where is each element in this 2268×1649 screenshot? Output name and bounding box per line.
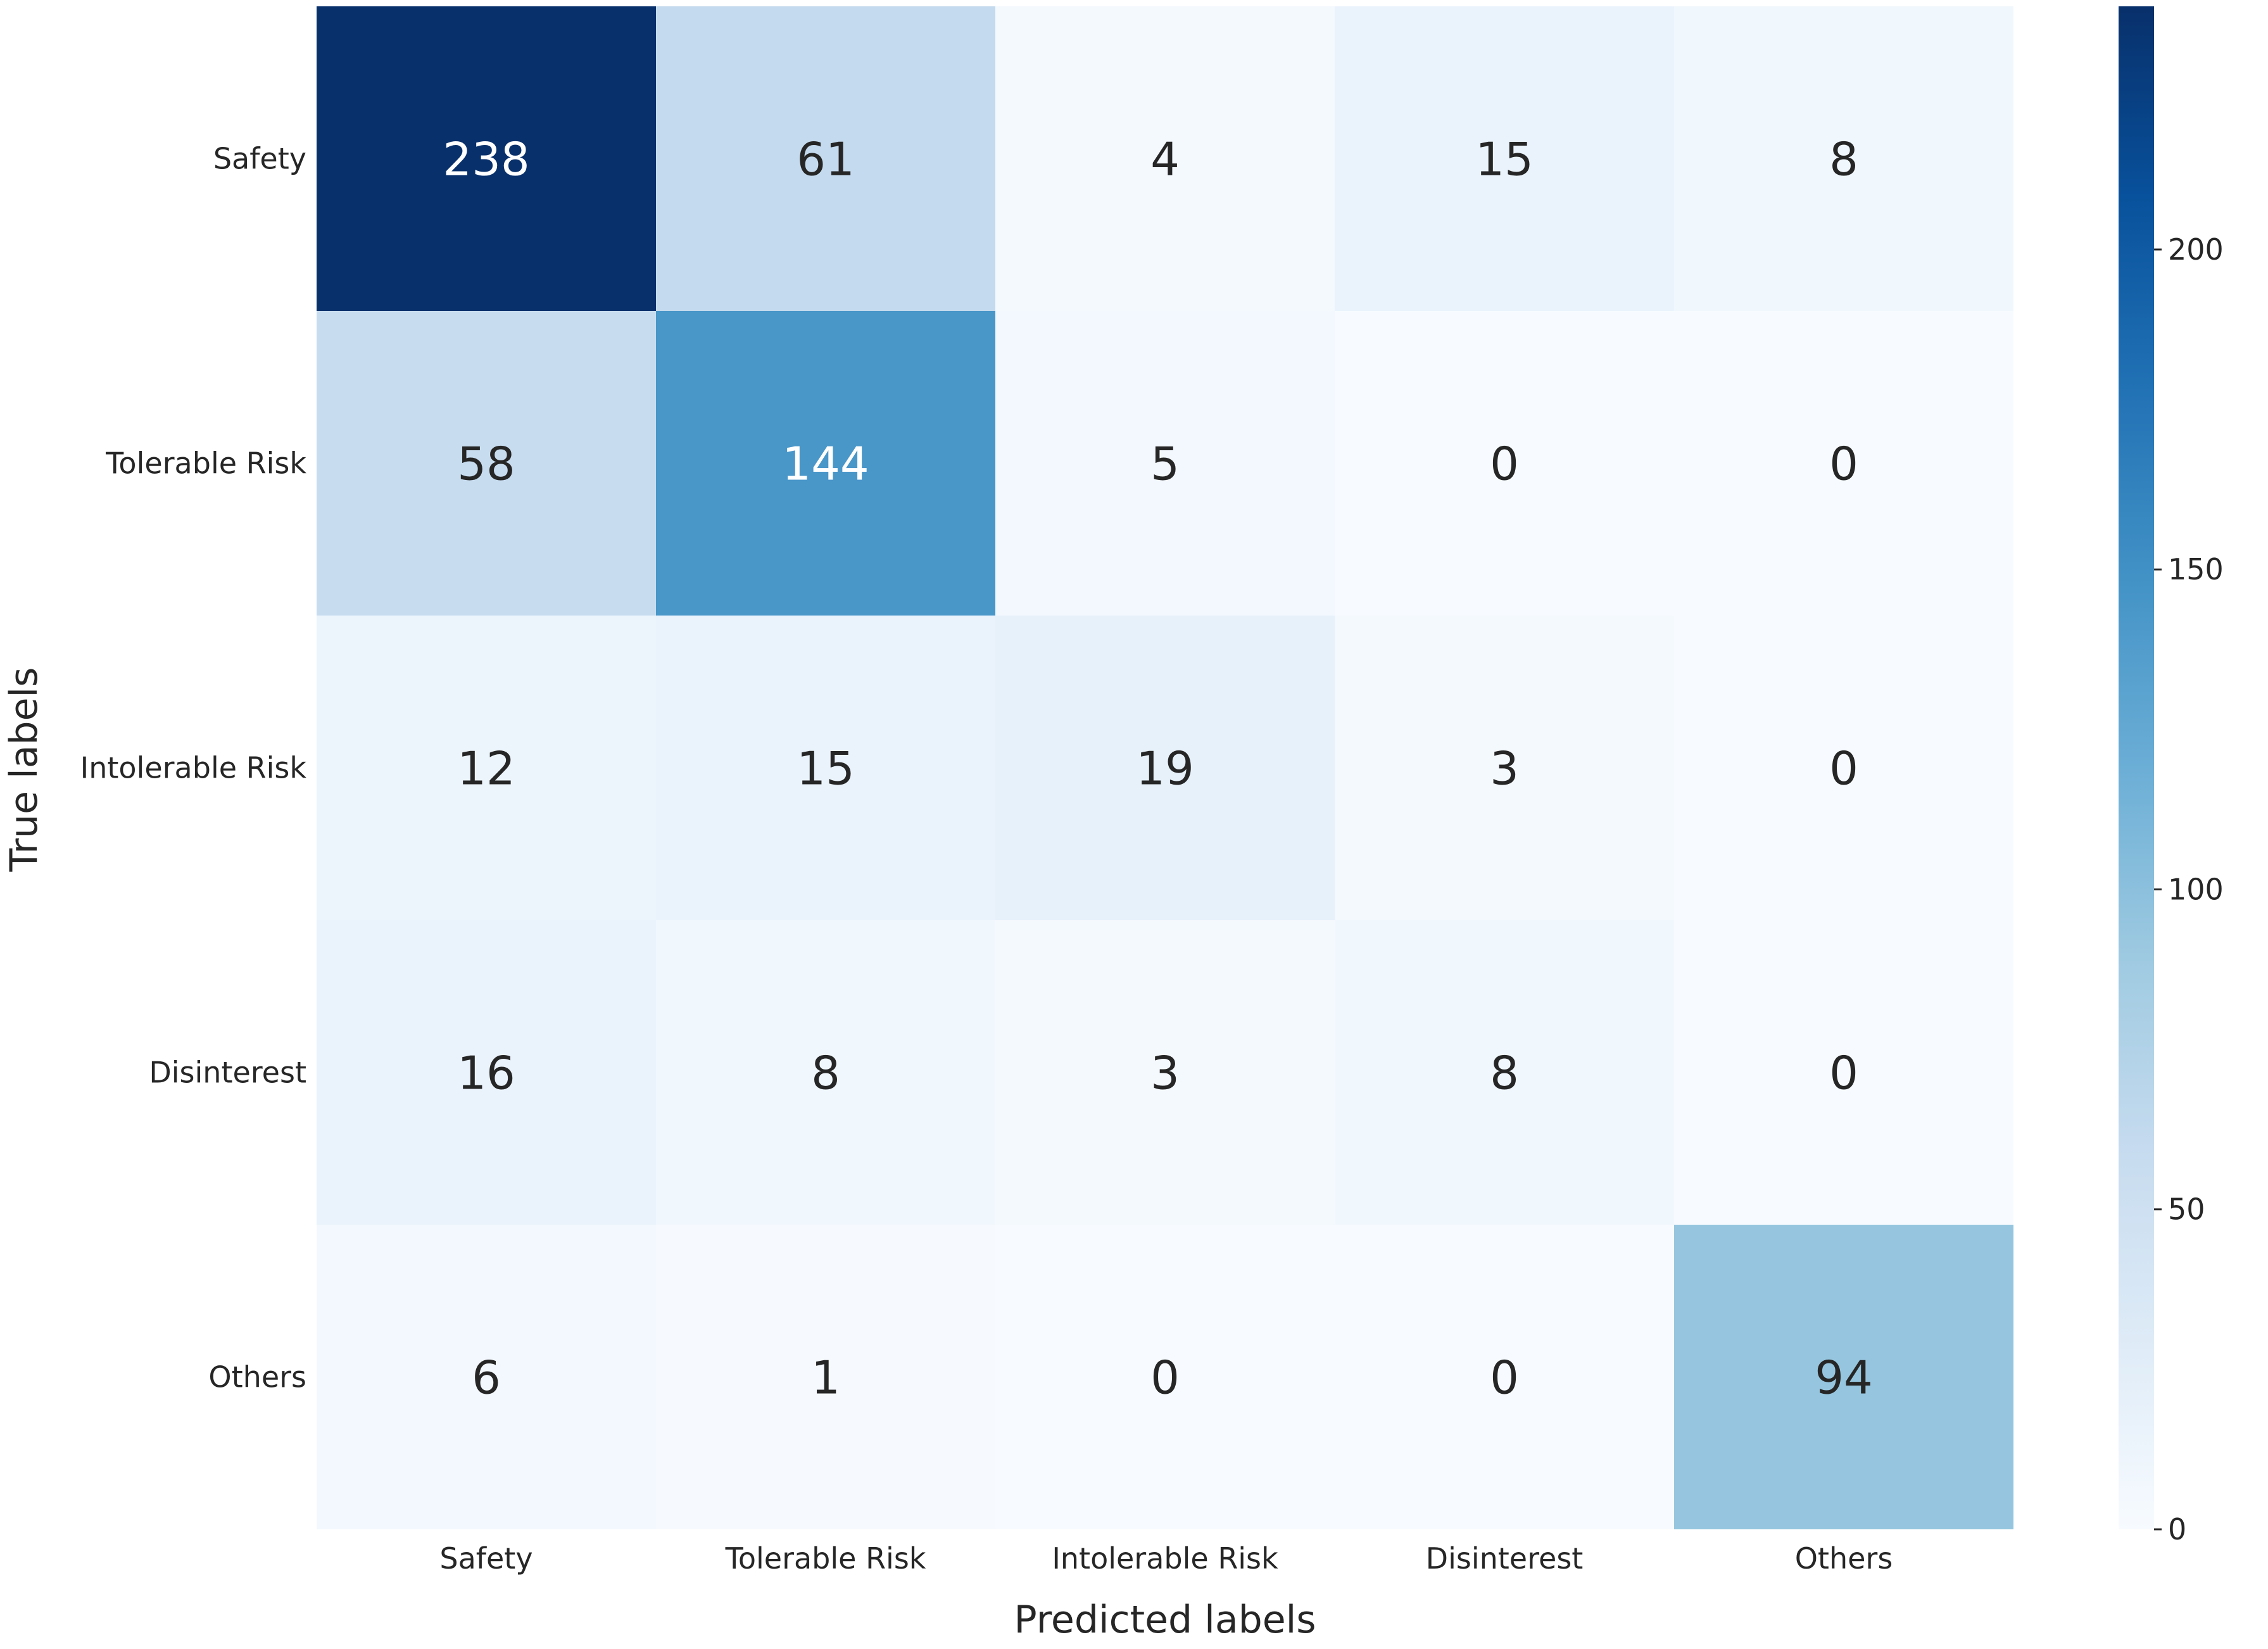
- heatmap-cell: [1674, 311, 2013, 616]
- heatmap-cell: [995, 1225, 1335, 1529]
- colorbar-ticks: 0 50 100 150 200: [2154, 232, 2224, 1546]
- cell-value-label: 0: [1150, 1351, 1180, 1405]
- cell-value-label: 144: [782, 438, 869, 491]
- y-tick-label: Intolerable Risk: [80, 751, 307, 785]
- y-tick-label: Safety: [213, 142, 306, 176]
- x-tick-label: Intolerable Risk: [1052, 1541, 1278, 1576]
- cell-value-label: 8: [811, 1047, 840, 1100]
- cell-value-label: 3: [1490, 742, 1519, 795]
- cell-value-label: 5: [1150, 438, 1180, 491]
- y-tick-label: Others: [208, 1360, 306, 1394]
- x-tick-label: Safety: [439, 1541, 532, 1576]
- colorbar-tick-label: 0: [2168, 1512, 2186, 1546]
- colorbar-tick-label: 150: [2168, 552, 2224, 586]
- y-tick-labels: Safety Tolerable Risk Intolerable Risk Disi…: [80, 142, 307, 1394]
- y-tick-label: Tolerable Risk: [105, 446, 306, 481]
- heatmap-cell: [656, 1225, 995, 1529]
- colorbar-tick-label: 100: [2168, 872, 2224, 906]
- cell-value-label: 0: [1829, 742, 1858, 795]
- cell-value-label: 1: [811, 1351, 840, 1405]
- cell-value-label: 4: [1150, 133, 1180, 186]
- x-tick-label: Tolerable Risk: [725, 1541, 926, 1576]
- colorbar-tick-label: 200: [2168, 232, 2224, 267]
- cell-value-label: 238: [443, 133, 529, 186]
- cell-value-label: 16: [457, 1047, 515, 1100]
- heatmap-cell: [995, 616, 1335, 920]
- heatmap-cell: [1335, 616, 1674, 920]
- colorbar-tick-label: 50: [2168, 1192, 2205, 1227]
- y-axis-label: True labels: [2, 667, 46, 873]
- cell-value-label: 0: [1490, 1351, 1519, 1405]
- cell-value-label: 8: [1490, 1047, 1519, 1100]
- heatmap-cell: [656, 311, 995, 616]
- heatmap-cell: [995, 6, 1335, 311]
- x-tick-label: Disinterest: [1426, 1541, 1584, 1576]
- heatmap-cell: [317, 1225, 656, 1529]
- cell-value-label: 58: [457, 438, 515, 491]
- cell-value-label: 94: [1815, 1351, 1873, 1405]
- heatmap-cell: [1335, 6, 1674, 311]
- cell-value-label: 19: [1136, 742, 1194, 795]
- heatmap-cell: [317, 616, 656, 920]
- colorbar: [2119, 6, 2154, 1529]
- heatmap-cell: [317, 311, 656, 616]
- x-tick-labels: Safety Tolerable Risk Intolerable Risk Disi…: [439, 1541, 1893, 1576]
- x-axis-label: Predicted labels: [1014, 1598, 1316, 1642]
- heatmap-cell: [995, 311, 1335, 616]
- cell-value-label: 8: [1829, 133, 1858, 186]
- cell-value-label: 12: [457, 742, 515, 795]
- cell-value-label: 0: [1829, 1047, 1858, 1100]
- heatmap-cell: [656, 920, 995, 1225]
- heatmap-cell: [1335, 1225, 1674, 1529]
- heatmap-cell: [656, 6, 995, 311]
- heatmap-cell: [1335, 920, 1674, 1225]
- heatmap-cell: [656, 616, 995, 920]
- heatmap-cells: 238 61 4 15 858 144 5 0 012 15 19 3 016 8 3 8 06 1 0 0 94: [317, 6, 2013, 1529]
- cell-value-label: 0: [1490, 438, 1519, 491]
- cell-value-label: 15: [797, 742, 855, 795]
- cell-value-label: 15: [1475, 133, 1534, 186]
- heatmap-cell: [1674, 920, 2013, 1225]
- cell-value-label: 6: [472, 1351, 501, 1405]
- heatmap-cell: [1674, 6, 2013, 311]
- cell-value-label: 61: [797, 133, 855, 186]
- heatmap-cell: [1674, 616, 2013, 920]
- heatmap-cell: [1335, 311, 1674, 616]
- cell-value-label: 3: [1150, 1047, 1180, 1100]
- heatmap-cell: [317, 6, 656, 311]
- y-tick-label: Disinterest: [149, 1056, 306, 1090]
- heatmap-cell: [1674, 1225, 2013, 1529]
- cell-value-label: 0: [1829, 438, 1858, 491]
- heatmap-cell: [317, 920, 656, 1225]
- x-tick-label: Others: [1795, 1541, 1893, 1576]
- heatmap-cell: [995, 920, 1335, 1225]
